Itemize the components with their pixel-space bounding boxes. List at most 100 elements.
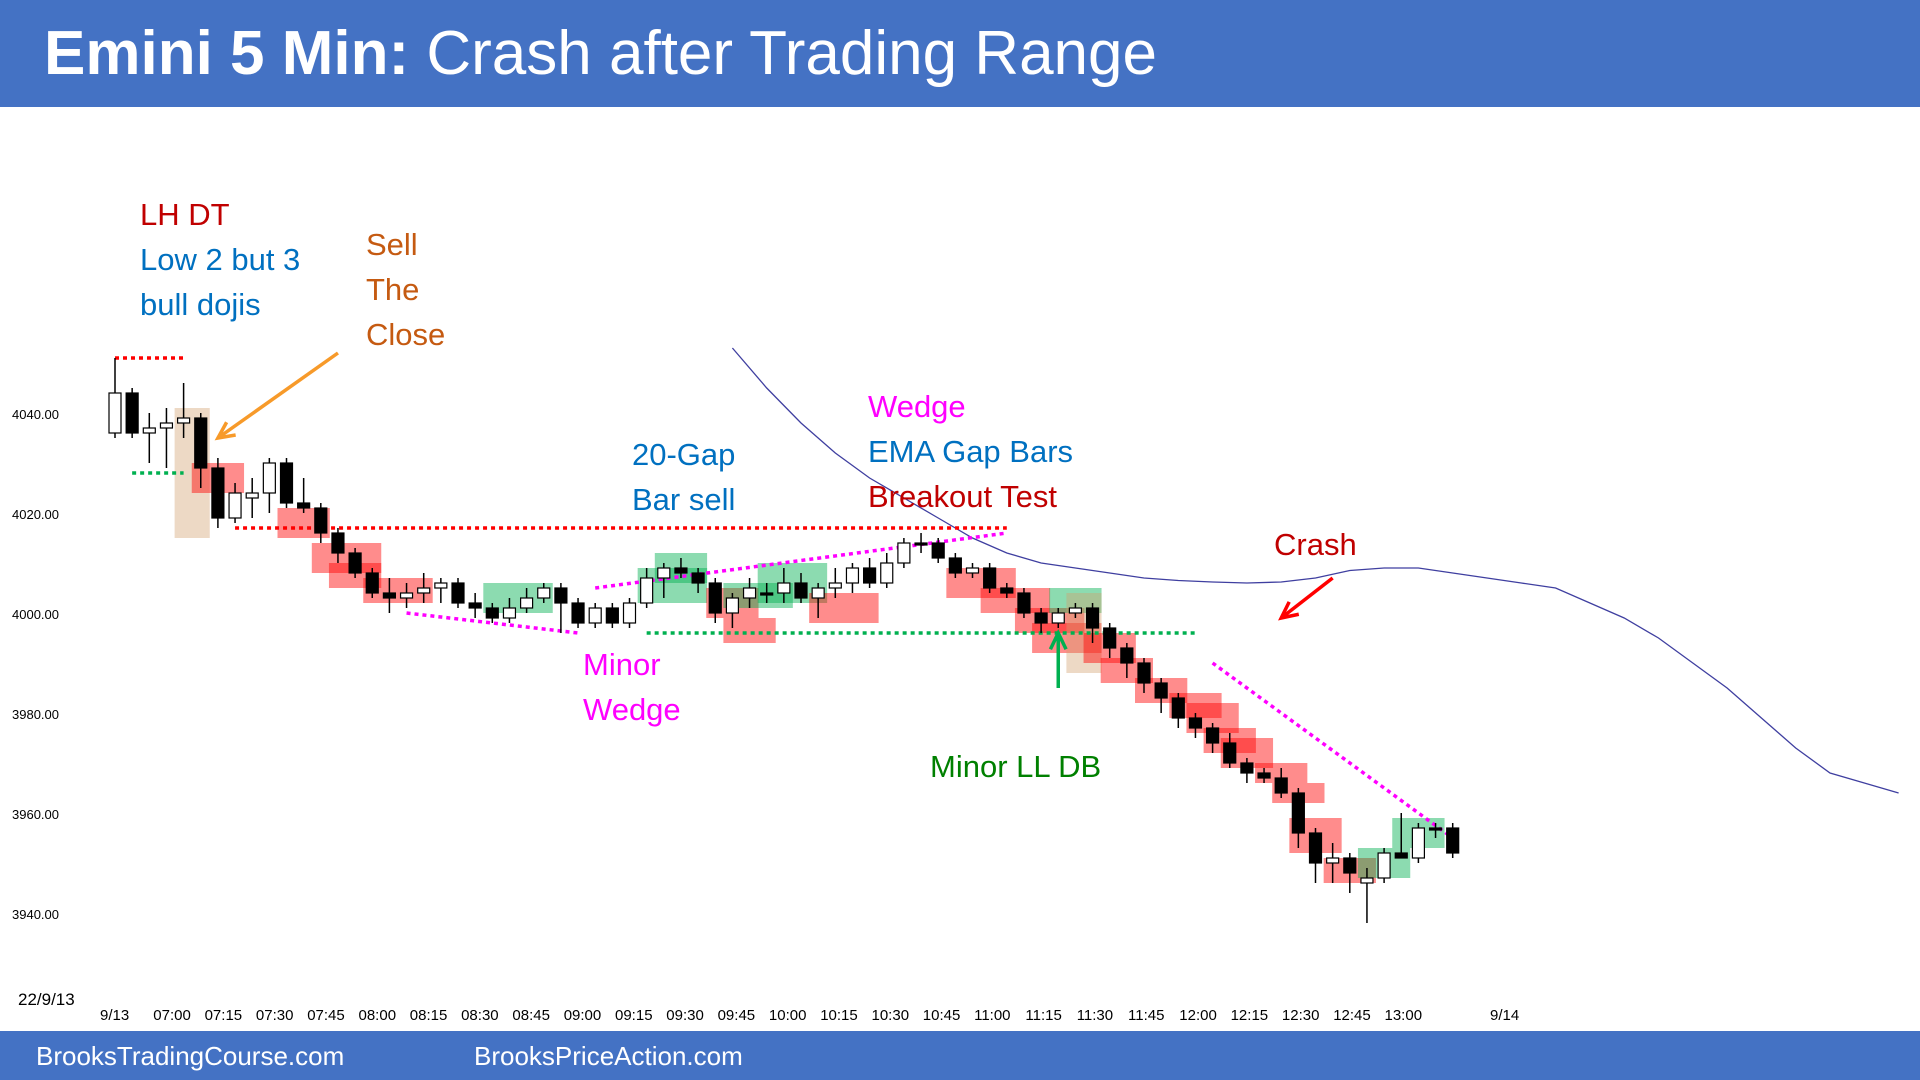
title-rest: Crash after Trading Range: [426, 19, 1157, 88]
footer-link-brookspriceaction[interactable]: BrooksPriceAction.com: [474, 1041, 743, 1071]
candle-body: [554, 587, 568, 604]
candle-body: [245, 492, 259, 499]
annotation-line: Wedge: [868, 389, 966, 424]
x-tick-label: 11:30: [1077, 1007, 1113, 1024]
annotation-line: Low 2 but 3: [140, 242, 301, 277]
x-tick-label: 11:45: [1128, 1007, 1164, 1024]
annotation-line: bull dojis: [140, 287, 261, 322]
candle-body: [914, 542, 928, 546]
annotation-line: Sell: [366, 227, 418, 262]
candle-body: [537, 587, 551, 599]
candle-body: [1103, 627, 1117, 649]
chart-annotation: Crash: [1274, 522, 1357, 567]
footer-link-brookstradingcourse[interactable]: BrooksTradingCourse.com: [36, 1041, 345, 1071]
candle-body: [1308, 832, 1323, 864]
candle-body: [348, 552, 362, 574]
candle-body: [194, 417, 208, 469]
candle-body: [1240, 762, 1254, 774]
candle-body: [1120, 647, 1134, 664]
candle-body: [1154, 682, 1168, 699]
title-banner: Emini 5 Min: Crash after Trading Range: [0, 0, 1920, 107]
candle-body: [1068, 607, 1083, 614]
candle-body: [1411, 827, 1426, 859]
annotation-line: The: [366, 272, 420, 307]
candle-body: [108, 392, 122, 434]
x-tick-label: 10:15: [820, 1007, 858, 1024]
annotation-line: LH DT: [140, 197, 230, 232]
candle-body: [1017, 592, 1031, 614]
y-tick-label: 3960.00: [12, 807, 59, 822]
x-tick-label: 07:00: [153, 1007, 191, 1024]
ema-line: [731, 347, 1899, 794]
x-tick-label: 10:45: [923, 1007, 961, 1024]
candle-body: [1326, 857, 1340, 864]
candle-body: [640, 577, 654, 604]
x-tick-label: 12:00: [1179, 1007, 1217, 1024]
y-tick-label: 4020.00: [12, 507, 59, 522]
candle-body: [331, 532, 345, 554]
candle-body: [1274, 777, 1288, 794]
candle-body: [742, 587, 757, 599]
candle-body: [1085, 607, 1100, 629]
x-tick-label: 10:30: [872, 1007, 910, 1024]
candle-body: [948, 557, 962, 574]
chart-annotation: EMA Gap Bars: [868, 429, 1073, 474]
candle-body: [1205, 727, 1220, 744]
page-title: Emini 5 Min: Crash after Trading Range: [44, 16, 1157, 92]
footer-banner: BrooksTradingCourse.com BrooksPriceActio…: [0, 1031, 1920, 1080]
x-tick-label: 09:30: [666, 1007, 704, 1024]
candle-body: [588, 607, 602, 624]
candle-body: [897, 542, 911, 564]
y-tick-label: 4000.00: [12, 607, 59, 622]
highlight-box: [723, 618, 776, 643]
candle-body: [794, 582, 808, 599]
candle-body: [571, 602, 585, 624]
y-tick-label: 4040.00: [12, 407, 59, 422]
candle-body: [314, 507, 328, 534]
candle-body: [1188, 717, 1203, 729]
title-bold: Emini 5 Min:: [44, 19, 410, 88]
candle-body: [1034, 612, 1048, 624]
x-tick-label: 11:00: [974, 1007, 1010, 1024]
x-tick-label: 08:15: [410, 1007, 448, 1024]
candle-body: [159, 422, 174, 429]
candle-body: [1223, 742, 1237, 764]
x-tick-label: 09:45: [718, 1007, 756, 1024]
annotation-line: EMA Gap Bars: [868, 434, 1074, 469]
arrow-shaft: [1280, 576, 1334, 620]
candle-body: [1137, 662, 1151, 684]
candle-body: [708, 582, 722, 614]
candle-body: [1377, 852, 1391, 879]
candle-body: [674, 567, 688, 574]
candle-body: [1446, 827, 1460, 854]
x-tick-label: 07:15: [205, 1007, 243, 1024]
annotation-line: Minor: [583, 647, 661, 682]
candle-body: [485, 607, 499, 619]
candle-body: [502, 607, 517, 619]
candlestick-chart: 4040.00 4020.00 4000.00 3980.00 3960.00 3940.…: [12, 347, 1899, 1024]
chart-annotation: Low 2 but 3 bull dojis: [140, 237, 300, 327]
annotation-line: Wedge: [583, 692, 681, 727]
annotation-line: Crash: [1274, 527, 1357, 562]
arrow-head: [1048, 628, 1068, 650]
x-tick-label: 09:00: [564, 1007, 602, 1024]
candle-body: [1257, 772, 1271, 779]
candle-body: [279, 462, 294, 504]
chart-annotation: Sell The Close: [366, 222, 445, 357]
candle-body: [451, 582, 465, 604]
highlight-box: [980, 588, 1051, 613]
x-tick-label: 9/13: [100, 1007, 129, 1024]
x-tick-label: 08:30: [461, 1007, 499, 1024]
candle-body: [862, 567, 877, 584]
x-tick-label: 07:30: [256, 1007, 294, 1024]
candle-body: [297, 502, 311, 509]
candle-body: [657, 567, 671, 579]
candle-body: [1291, 792, 1305, 834]
candle-body: [725, 597, 740, 614]
x-tick-label: 12:15: [1231, 1007, 1269, 1024]
chart-annotation: Minor LL DB: [930, 744, 1101, 789]
chart-annotation: Wedge: [868, 384, 966, 429]
annotation-line: Close: [366, 317, 446, 352]
chart-annotation: Breakout Test: [868, 474, 1057, 519]
chart-annotation: LH DT: [140, 192, 230, 237]
